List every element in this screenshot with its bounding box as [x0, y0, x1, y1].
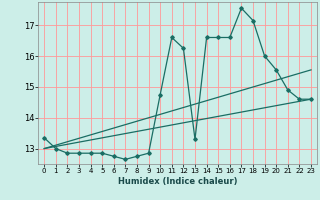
- X-axis label: Humidex (Indice chaleur): Humidex (Indice chaleur): [118, 177, 237, 186]
